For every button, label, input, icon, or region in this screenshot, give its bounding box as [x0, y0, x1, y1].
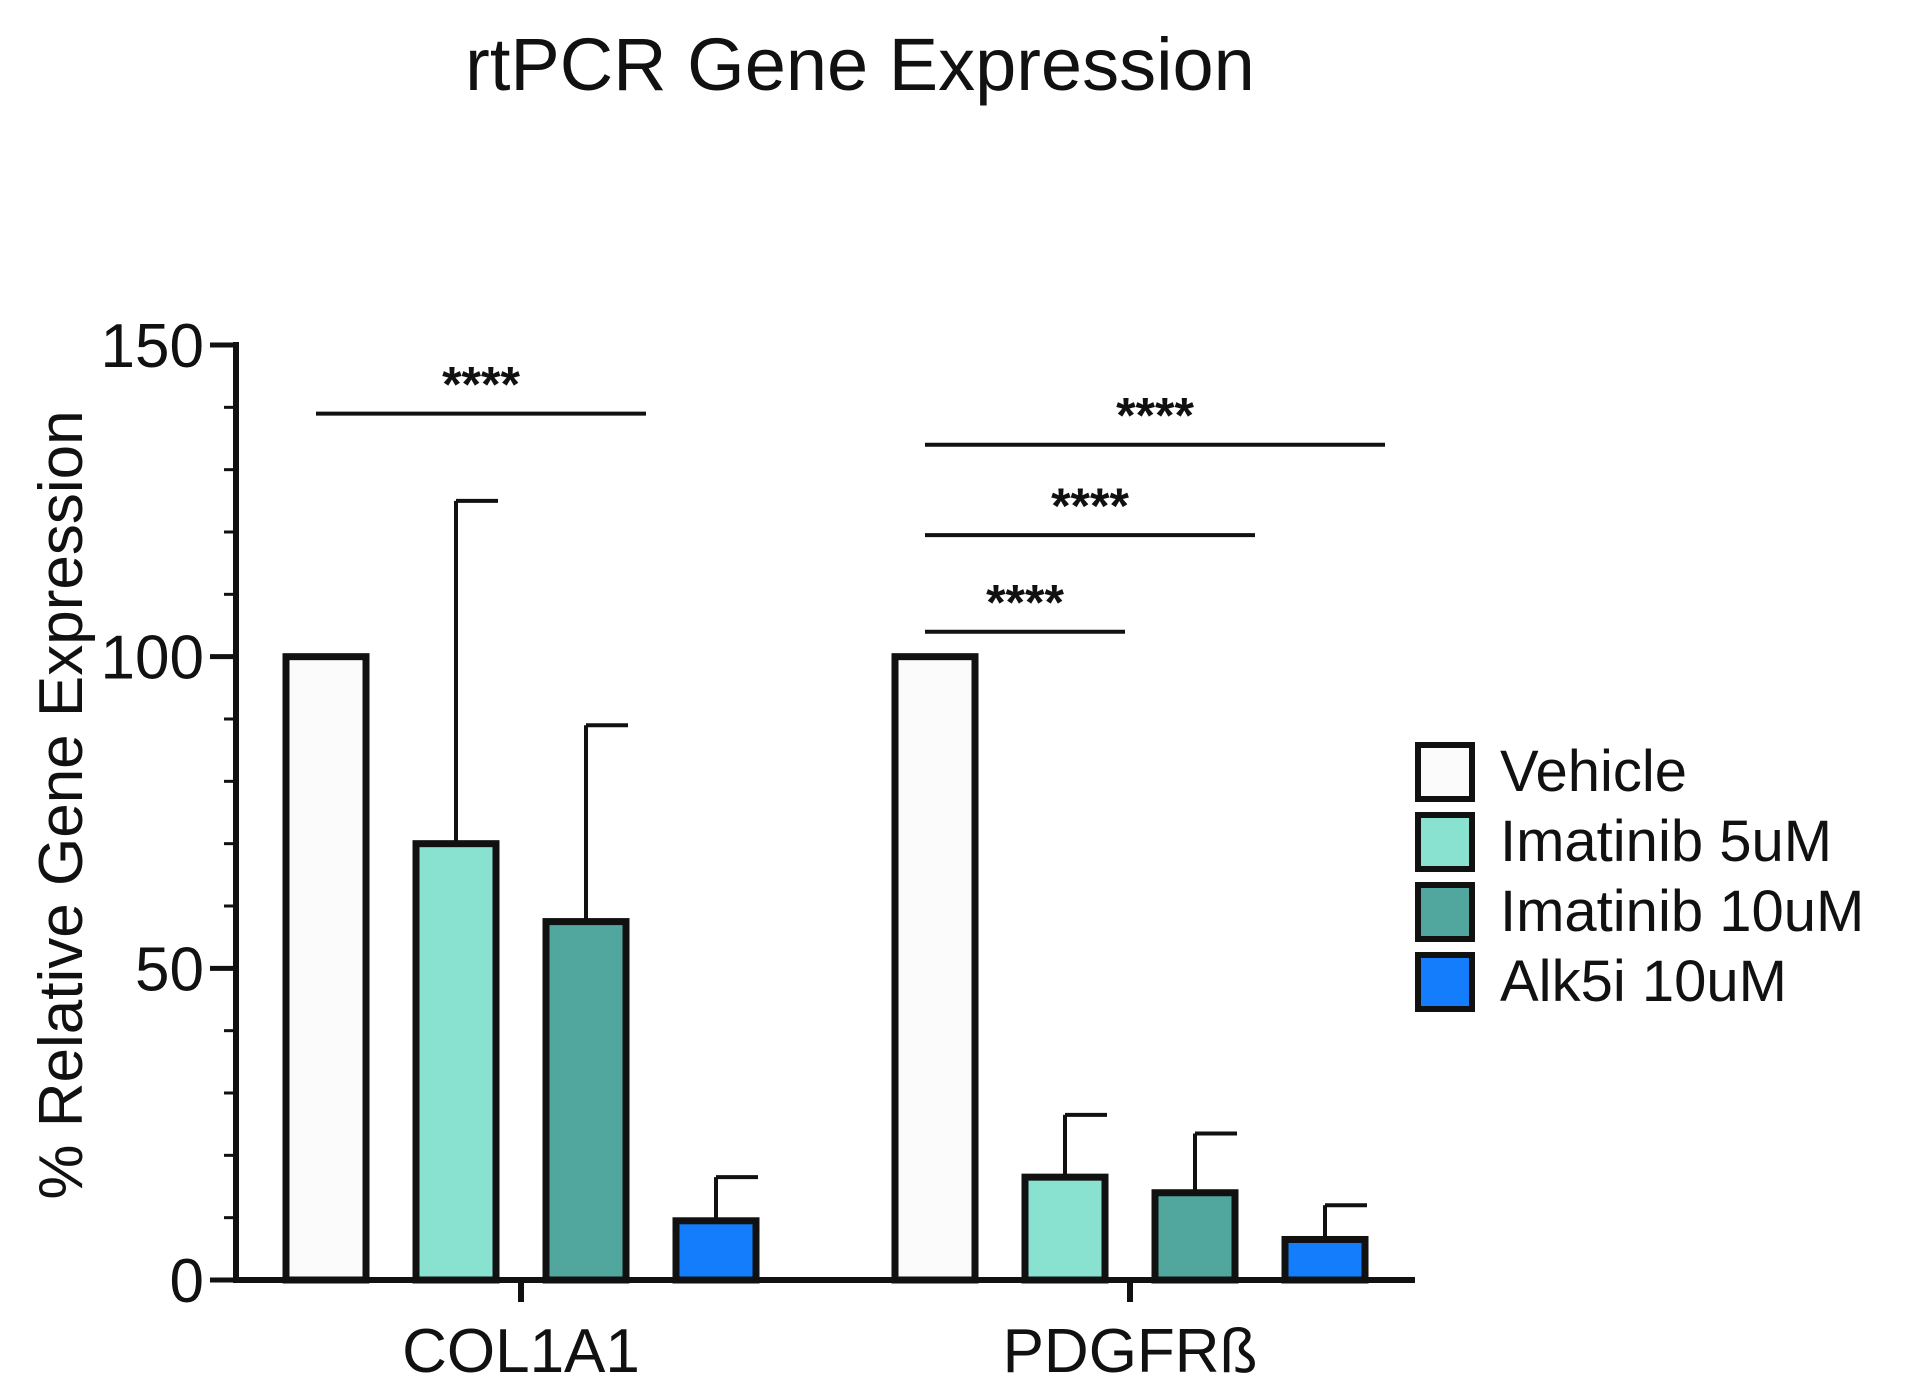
- bar: [412, 840, 500, 1284]
- legend-label: Vehicle: [1500, 739, 1687, 804]
- bar: [282, 653, 370, 1284]
- bar: [1151, 1189, 1239, 1284]
- bar: [891, 653, 979, 1284]
- bar: [1281, 1235, 1369, 1284]
- significance-label: ****: [1116, 388, 1194, 444]
- y-tick-label: 50: [135, 935, 204, 1004]
- significance-label: ****: [986, 575, 1064, 631]
- plot-area: 0 50 100 150 COL1A1 PDGFRß **** **** **** ****: [101, 312, 1415, 1386]
- y-tick-label: 100: [101, 624, 204, 693]
- bar: [542, 918, 630, 1284]
- significance-label: ****: [1051, 478, 1129, 534]
- bar: [672, 1217, 760, 1284]
- legend-swatch: [1415, 742, 1475, 802]
- legend-swatch: [1415, 812, 1475, 872]
- legend-label: Imatinib 10uM: [1500, 879, 1864, 944]
- y-tick-label: 0: [170, 1247, 204, 1316]
- legend-swatch: [1415, 882, 1475, 942]
- legend-label: Imatinib 5uM: [1500, 809, 1832, 874]
- x-tick-label: PDGFRß: [1003, 1317, 1258, 1386]
- y-tick-label: 150: [101, 312, 204, 381]
- x-tick-label: COL1A1: [402, 1317, 640, 1386]
- bar: [1021, 1173, 1109, 1284]
- significance-label: ****: [442, 357, 520, 413]
- y-axis-label: % Relative Gene Expression: [27, 410, 96, 1199]
- chart-title: rtPCR Gene Expression: [465, 23, 1255, 106]
- legend-swatch: [1415, 952, 1475, 1012]
- legend-label: Alk5i 10uM: [1500, 949, 1787, 1014]
